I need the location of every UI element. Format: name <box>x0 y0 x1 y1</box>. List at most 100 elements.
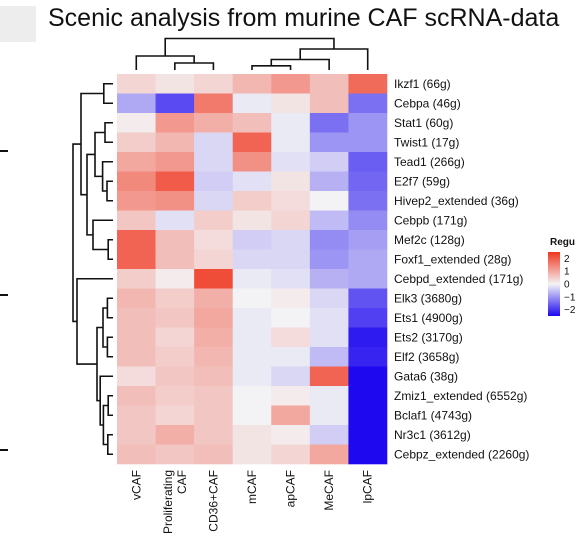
heatmap-cell <box>194 191 234 211</box>
heatmap-cell <box>117 171 156 192</box>
heatmap-cell <box>117 152 156 172</box>
heatmap-cell <box>232 210 272 231</box>
left-tick-mark <box>0 294 8 296</box>
heatmap-cell <box>309 288 349 309</box>
heatmap-cell <box>271 444 311 465</box>
heatmap-cell <box>194 308 234 328</box>
heatmap-cell <box>232 171 272 192</box>
heatmap-cell <box>194 230 234 250</box>
column-label-line: Proliferating <box>161 470 175 534</box>
heatmap-cell <box>155 249 195 270</box>
heatmap-cell <box>271 327 311 348</box>
heatmap-cell <box>348 152 388 172</box>
heatmap-cell <box>117 93 156 114</box>
heatmap-cell <box>117 366 156 387</box>
heatmap-cell <box>232 249 272 270</box>
chart-title: Scenic analysis from murine CAF scRNA-da… <box>48 4 560 32</box>
heatmap-cell <box>117 230 156 250</box>
heatmap-cell <box>155 308 195 328</box>
heatmap-cell <box>232 347 272 367</box>
heatmap-cell <box>117 210 156 231</box>
heatmap-cell <box>117 74 156 94</box>
dendrogram-branch <box>106 180 113 202</box>
column-label: CD36+CAF <box>206 470 220 532</box>
heatmap-cell <box>271 74 311 94</box>
heatmap-cell <box>309 366 349 387</box>
heatmap-cell <box>194 425 234 445</box>
column-label-line: mCAF <box>245 470 259 504</box>
heatmap-cell <box>232 230 272 250</box>
heatmap-cell <box>232 132 272 153</box>
heatmap-cell <box>155 288 195 309</box>
heatmap-cell <box>348 386 388 406</box>
column-label: lpCAF <box>361 470 375 503</box>
heatmap-cell <box>232 386 272 406</box>
row-label: Foxf1_extended (28g) <box>394 252 511 266</box>
heatmap-cell <box>117 132 156 153</box>
heatmap-cell <box>117 425 156 445</box>
row-label: Hivep2_extended (36g) <box>394 194 519 208</box>
heatmap-cell <box>194 269 234 289</box>
heatmap-cell <box>194 113 234 133</box>
heatmap-cell <box>309 93 349 114</box>
heatmap-cell <box>348 230 388 250</box>
heatmap-cell <box>309 269 349 289</box>
heatmap-cell <box>194 74 234 94</box>
heatmap-cell <box>348 132 388 153</box>
heatmap-cell <box>348 327 388 348</box>
heatmap-cell <box>232 74 272 94</box>
heatmap-cell <box>348 113 388 133</box>
heatmap-cell <box>309 113 349 133</box>
heatmap-cell <box>155 405 195 426</box>
row-label: Elf2 (3658g) <box>394 350 459 364</box>
heatmap-cell <box>348 249 388 270</box>
dendrogram-branch <box>103 82 113 105</box>
left-panel <box>0 6 36 42</box>
column-label-line: vCAF <box>129 470 143 500</box>
heatmap-cell <box>309 405 349 426</box>
heatmap-cell <box>271 249 311 270</box>
dendrogram-branch <box>270 58 330 70</box>
heatmap-cell <box>309 386 349 406</box>
heatmap-cell <box>155 171 195 192</box>
heatmap-cell <box>194 366 234 387</box>
heatmap-cell <box>232 405 272 426</box>
column-label: apCAF <box>284 470 298 507</box>
heatmap-cell <box>117 444 156 465</box>
heatmap-cell <box>194 347 234 367</box>
heatmap-cell <box>232 425 272 445</box>
row-label: Zmiz1_extended (6552g) <box>394 389 527 403</box>
heatmap-cell <box>309 444 349 465</box>
row-label: Gata6 (38g) <box>394 369 458 383</box>
heatmap-cell <box>348 288 388 309</box>
row-labels: Ikzf1 (66g) Cebpa (46g) Stat1 (60g) Twist1 … <box>394 77 529 462</box>
column-label: vCAF <box>129 470 143 500</box>
heatmap-cell <box>348 210 388 231</box>
dendrogram-branch <box>104 121 113 144</box>
heatmap-cell <box>117 191 156 211</box>
heatmap-cell <box>232 269 272 289</box>
heatmap-cell <box>155 132 195 153</box>
row-label: Cebpd_extended (171g) <box>394 272 523 286</box>
heatmap-cell <box>232 444 272 465</box>
heatmap-cell <box>309 347 349 367</box>
legend-colorbar <box>548 252 560 316</box>
dendrogram-branch <box>164 37 335 56</box>
column-label-line: CD36+CAF <box>206 470 220 532</box>
heatmap-cell <box>232 191 272 211</box>
heatmap-cell <box>194 152 234 172</box>
heatmap-cell <box>348 405 388 426</box>
legend-tick-label: −2 <box>564 305 576 316</box>
heatmap-cell <box>271 386 311 406</box>
dendrogram-branch <box>107 394 113 417</box>
row-label: Cebpz_extended (2260g) <box>394 447 529 461</box>
row-label: Stat1 (60g) <box>394 116 453 130</box>
heatmap-cell <box>309 249 349 270</box>
heatmap-cell <box>271 132 311 153</box>
heatmap-cell <box>348 171 388 192</box>
column-labels: vCAF ProliferatingCAF CD36+CAF mCAF apCAF MeC… <box>129 470 374 534</box>
heatmap-cell <box>309 74 349 94</box>
heatmap-cell <box>232 366 272 387</box>
heatmap-cell <box>117 308 156 328</box>
heatmap-cell <box>155 386 195 406</box>
